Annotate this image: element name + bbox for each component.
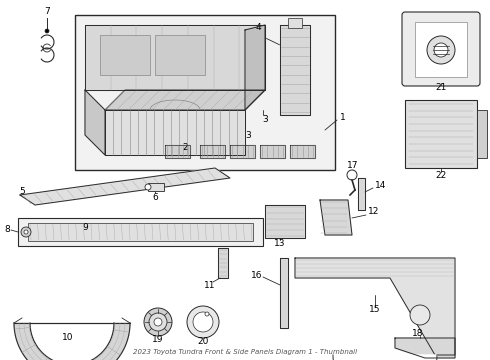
Polygon shape xyxy=(358,178,365,210)
Text: 11: 11 xyxy=(204,280,216,289)
FancyBboxPatch shape xyxy=(402,12,480,86)
Text: 13: 13 xyxy=(274,238,286,248)
Text: 18: 18 xyxy=(412,328,424,338)
Polygon shape xyxy=(280,25,310,115)
Polygon shape xyxy=(245,25,265,110)
Text: 2: 2 xyxy=(182,144,188,153)
Polygon shape xyxy=(295,258,455,355)
Circle shape xyxy=(149,313,167,331)
Polygon shape xyxy=(320,200,352,235)
Circle shape xyxy=(427,36,455,64)
Text: 22: 22 xyxy=(436,171,446,180)
Polygon shape xyxy=(20,168,230,205)
Text: 3: 3 xyxy=(245,130,251,139)
Bar xyxy=(405,100,477,168)
Circle shape xyxy=(145,184,151,190)
Circle shape xyxy=(45,29,49,33)
Text: 12: 12 xyxy=(368,207,379,216)
Text: 8: 8 xyxy=(4,225,10,234)
Polygon shape xyxy=(85,25,265,90)
Bar xyxy=(155,35,205,75)
Circle shape xyxy=(154,318,162,326)
Text: 10: 10 xyxy=(62,333,74,342)
Circle shape xyxy=(187,306,219,338)
Polygon shape xyxy=(200,145,225,158)
Polygon shape xyxy=(290,145,315,158)
Polygon shape xyxy=(333,355,437,360)
Bar xyxy=(28,223,253,241)
Circle shape xyxy=(410,305,430,325)
Circle shape xyxy=(347,170,357,180)
Polygon shape xyxy=(395,338,455,358)
Text: 3: 3 xyxy=(262,116,268,125)
Polygon shape xyxy=(14,323,130,360)
Circle shape xyxy=(205,312,209,316)
Bar xyxy=(148,183,164,191)
Text: 14: 14 xyxy=(375,180,387,189)
Polygon shape xyxy=(218,248,228,278)
Text: 6: 6 xyxy=(152,194,158,202)
Polygon shape xyxy=(230,145,255,158)
Polygon shape xyxy=(260,145,285,158)
Polygon shape xyxy=(85,90,105,155)
Polygon shape xyxy=(280,258,288,328)
Text: 19: 19 xyxy=(152,336,164,345)
Circle shape xyxy=(24,230,28,234)
Circle shape xyxy=(193,312,213,332)
Bar xyxy=(100,35,150,75)
Bar xyxy=(18,218,263,246)
Polygon shape xyxy=(105,90,265,110)
Text: 15: 15 xyxy=(369,306,381,315)
Text: 1: 1 xyxy=(340,113,346,122)
Text: 21: 21 xyxy=(435,84,447,93)
Text: 17: 17 xyxy=(347,161,359,170)
Polygon shape xyxy=(265,205,305,238)
Bar xyxy=(288,18,302,28)
Text: 2023 Toyota Tundra Front & Side Panels Diagram 1 - Thumbnail: 2023 Toyota Tundra Front & Side Panels D… xyxy=(133,349,357,355)
Circle shape xyxy=(144,308,172,336)
Text: 5: 5 xyxy=(19,188,25,197)
Text: 9: 9 xyxy=(82,224,88,233)
Circle shape xyxy=(21,227,31,237)
Text: 7: 7 xyxy=(44,8,50,17)
Circle shape xyxy=(434,43,448,57)
Polygon shape xyxy=(165,145,190,158)
Text: 4: 4 xyxy=(255,23,261,32)
Polygon shape xyxy=(105,110,245,155)
Bar xyxy=(75,15,335,170)
Text: 20: 20 xyxy=(197,338,209,346)
Bar xyxy=(477,110,487,158)
Bar xyxy=(415,22,467,77)
Text: 16: 16 xyxy=(250,270,262,279)
